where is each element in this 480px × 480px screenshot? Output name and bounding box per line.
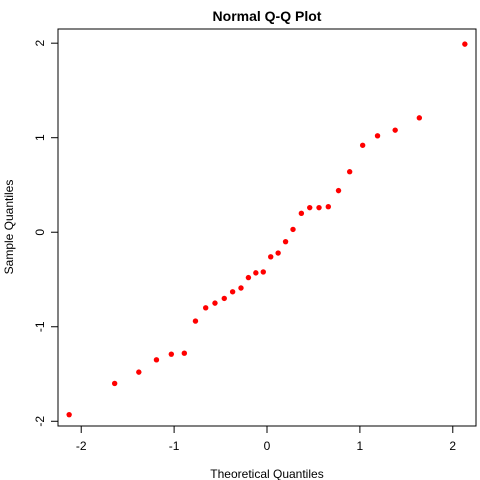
x-tick-label: -1 (169, 439, 180, 453)
data-point (66, 411, 72, 418)
y-axis-label: Sample Quantiles (2, 180, 16, 275)
x-tick-label: 0 (264, 439, 271, 453)
x-tick-label: -2 (76, 439, 87, 453)
data-point (298, 210, 305, 217)
y-tick-label: 0 (33, 229, 47, 236)
data-point (392, 127, 398, 133)
data-point (168, 351, 175, 357)
data-point (153, 357, 160, 363)
data-point (136, 369, 142, 375)
data-point (335, 187, 342, 194)
data-point (238, 285, 244, 291)
plot-frame (57, 28, 477, 427)
data-point (462, 41, 468, 47)
y-tick-label: -2 (33, 416, 47, 427)
data-points (66, 41, 468, 418)
data-point (253, 270, 259, 276)
data-point (346, 169, 353, 175)
y-tick-label: 1 (33, 134, 47, 141)
x-tick-label: 2 (449, 439, 456, 453)
data-point (111, 380, 118, 387)
y-tick-label: 2 (33, 40, 47, 47)
y-axis: -2 -1 0 1 2 (33, 40, 59, 427)
data-point (245, 274, 252, 281)
data-point (221, 295, 227, 302)
data-point (416, 115, 423, 121)
data-point (325, 204, 332, 210)
data-point (202, 305, 209, 311)
data-point (181, 350, 188, 356)
data-point (260, 269, 266, 275)
data-point (307, 204, 313, 211)
x-tick-label: 1 (357, 439, 364, 453)
data-point (282, 238, 289, 245)
data-point (275, 250, 281, 256)
chart-title: Normal Q-Q Plot (213, 8, 322, 24)
y-tick-label: -1 (33, 321, 47, 332)
data-point (268, 254, 274, 260)
data-point (229, 289, 236, 295)
x-axis: -2 -1 0 1 2 (76, 425, 456, 453)
data-point (316, 204, 322, 211)
data-point (192, 318, 199, 324)
data-point (212, 300, 218, 306)
x-axis-label: Theoretical Quantiles (210, 467, 323, 480)
data-point (374, 133, 381, 139)
data-point (359, 142, 366, 148)
data-point (290, 226, 296, 233)
